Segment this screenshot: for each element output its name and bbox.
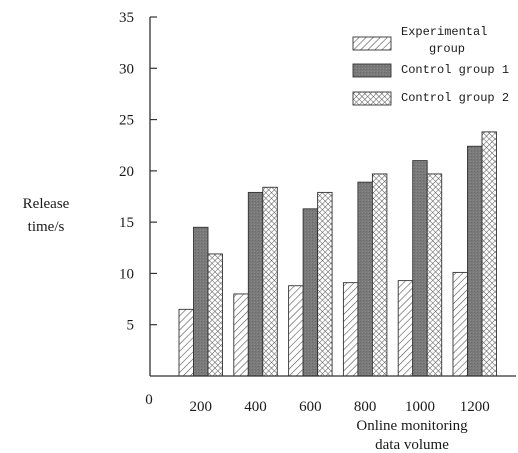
- x-axis-title-line-1: Online monitoring: [356, 418, 468, 434]
- bar-series-3-400: [262, 186, 278, 377]
- y-tick-label: 25: [119, 113, 134, 129]
- bar-series-2-200: [193, 226, 209, 377]
- y-tick-label: 10: [119, 266, 134, 282]
- y-tick-label: 30: [119, 61, 134, 77]
- legend-label-series-1: Experimental: [401, 25, 487, 39]
- y-axis-title-line-2: time/s: [28, 219, 65, 235]
- y-tick-label: 15: [119, 215, 134, 231]
- bar-series-3-1000: [426, 173, 443, 377]
- x-origin-label: 0: [145, 392, 153, 408]
- legend-swatch-series-1: [352, 36, 392, 51]
- y-axis-title-line-1: Release: [23, 196, 70, 212]
- x-tick-label: 200: [190, 399, 213, 415]
- bar-series-3-1200: [481, 131, 497, 377]
- bar-series-1-400: [233, 293, 249, 377]
- bar-series-2-1000: [412, 160, 428, 377]
- bar-series-1-600: [288, 285, 304, 377]
- x-tick-label: 1200: [460, 399, 490, 415]
- y-tick-label: 35: [119, 10, 134, 26]
- y-tick-label: 20: [119, 164, 134, 180]
- bar-series-1-200: [178, 308, 194, 377]
- bar-series-3-600: [317, 191, 333, 377]
- legend-swatch-series-2: [352, 63, 392, 78]
- legend: Experimental group Control group 1 Control …: [352, 25, 509, 106]
- y-axis-ticks: 5 10 15 20 25 30 35: [119, 10, 157, 334]
- x-axis-ticks: 200 400 600 800 1000 1200: [190, 399, 490, 415]
- x-tick-label: 600: [299, 399, 322, 415]
- x-axis-title-line-2: data volume: [375, 437, 449, 453]
- x-tick-label: 1000: [405, 399, 435, 415]
- bar-series-2-600: [302, 208, 319, 377]
- bar-series-1-1000: [397, 280, 414, 377]
- bar-series-1-800: [342, 282, 359, 377]
- legend-label-series-1: group: [429, 42, 465, 56]
- bar-series-2-1200: [467, 145, 483, 377]
- legend-label-series-2: Control group 1: [401, 63, 509, 77]
- y-tick-label: 5: [127, 318, 135, 334]
- legend-label-series-3: Control group 2: [401, 91, 509, 105]
- bar-series-3-800: [371, 173, 388, 377]
- bar-series-1-1200: [452, 271, 468, 377]
- bar-series-3-200: [207, 253, 223, 377]
- x-tick-label: 400: [244, 399, 267, 415]
- x-tick-label: 800: [354, 399, 377, 415]
- bar-series-2-800: [357, 181, 373, 377]
- legend-swatch-series-3: [352, 91, 392, 106]
- bar-series-2-400: [247, 191, 264, 377]
- bar-group: [178, 131, 497, 377]
